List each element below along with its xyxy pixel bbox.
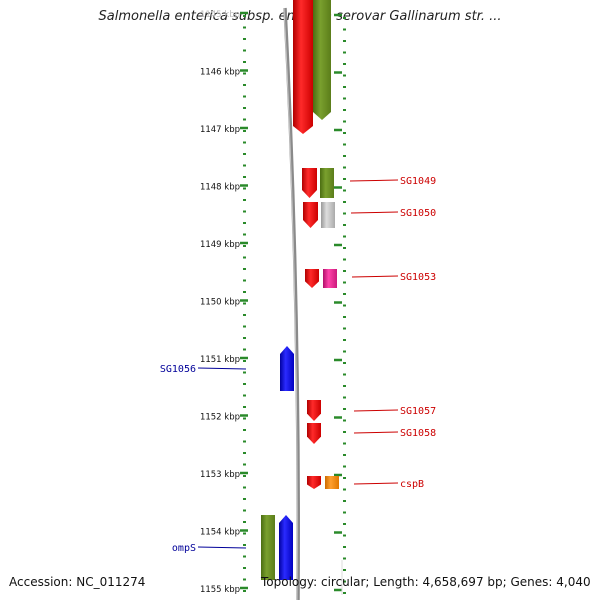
partner-feature-box[interactable] <box>325 476 339 489</box>
label-leader-line <box>197 367 247 370</box>
partner-feature-box[interactable] <box>321 202 335 228</box>
gene-label[interactable]: SG1056 <box>160 364 196 375</box>
accession-text: Accession: NC_011274 <box>9 575 146 589</box>
gene-label[interactable]: SG1058 <box>400 428 436 439</box>
gene-arrow[interactable] <box>293 0 313 134</box>
backbone-highlight <box>283 7 298 600</box>
ruler: 1145 kbp 1146 kbp 1147 kbp 1148 kbp 1149 kbp… <box>200 10 346 595</box>
gene-arrow[interactable] <box>307 423 321 444</box>
label-leader-line <box>350 211 399 214</box>
gene-label[interactable]: ompS <box>172 543 196 554</box>
backbone-line <box>283 7 300 600</box>
gene-arrow[interactable] <box>305 269 319 288</box>
genome-summary-text: Topology: circular; Length: 4,658,697 bp… <box>261 575 591 589</box>
ruler-label: 1154 kbp <box>200 528 240 538</box>
gene-labels: SG1049 SG1050 SG1053 SG1056 SG1057 SG1058 cspB… <box>160 176 436 554</box>
partner-feature-arrow[interactable] <box>313 0 331 120</box>
gene-arrow[interactable] <box>307 400 321 421</box>
ruler-label: 1148 kbp <box>200 183 240 193</box>
label-leader-line <box>353 482 399 485</box>
label-leader-line <box>349 179 399 182</box>
partner-feature-box[interactable] <box>323 269 337 288</box>
label-leader-line <box>197 546 247 549</box>
gene-label[interactable]: SG1057 <box>400 406 436 417</box>
ruler-label: 1145 kbp <box>200 10 240 20</box>
ruler-label: 1146 kbp <box>200 68 240 78</box>
gene-arrow[interactable] <box>302 168 317 198</box>
ruler-label: 1150 kbp <box>200 298 240 308</box>
gene-label[interactable]: cspB <box>400 479 424 490</box>
tracks <box>261 0 339 600</box>
ruler-label: 1152 kbp <box>200 413 240 423</box>
partner-feature-box[interactable] <box>261 515 275 580</box>
partner-feature-box[interactable] <box>320 168 334 198</box>
ruler-label: 1151 kbp <box>200 355 240 365</box>
label-leader-line <box>351 275 399 278</box>
gene-arrow[interactable] <box>280 346 294 391</box>
gene-label[interactable]: SG1049 <box>400 176 436 187</box>
gene-label[interactable]: SG1050 <box>400 208 436 219</box>
label-leader-line <box>353 409 399 412</box>
gene-arrow[interactable] <box>303 202 318 228</box>
label-leader-line <box>353 431 399 434</box>
ruler-label: 1153 kbp <box>200 470 240 480</box>
gene-label[interactable]: SG1053 <box>400 272 436 283</box>
gene-arrow[interactable] <box>307 476 321 489</box>
ruler-label: 1147 kbp <box>200 125 240 135</box>
ruler-label: 1149 kbp <box>200 240 240 250</box>
ruler-label: 1155 kbp <box>200 585 240 595</box>
gene-arrow[interactable] <box>279 515 293 580</box>
